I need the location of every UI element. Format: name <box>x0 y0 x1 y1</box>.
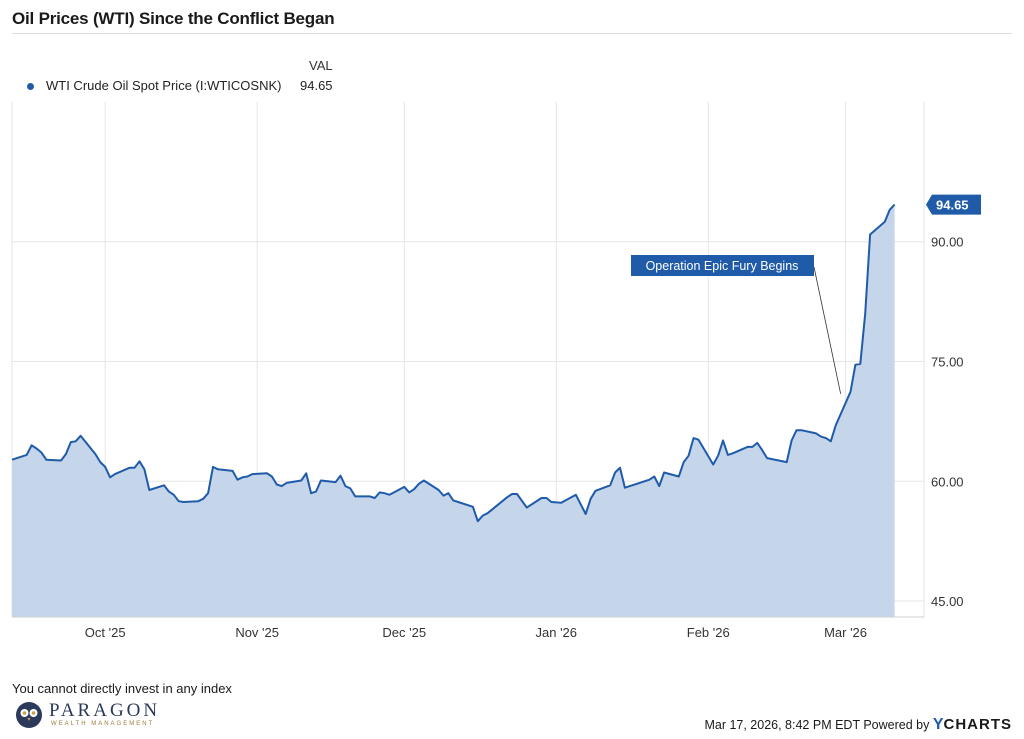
logo-wordmark: PARAGON <box>49 700 161 721</box>
y-tick-label: 75.00 <box>931 354 964 369</box>
x-tick-label: Oct '25 <box>85 625 126 640</box>
y-tick-label: 90.00 <box>931 235 964 250</box>
plot-area <box>11 203 896 617</box>
price-area-fill <box>12 204 895 617</box>
footer-credits: Mar 17, 2026, 8:42 PM EDT Powered by YCH… <box>704 716 1012 734</box>
annotation-leader-line <box>813 266 842 394</box>
paragon-logo: PARAGON WEALTH MANAGEMENT <box>14 700 174 732</box>
timestamp-text: Mar 17, 2026, 8:42 PM EDT Powered by <box>704 718 930 732</box>
legend-column-header: VAL <box>309 58 333 73</box>
legend-entry[interactable]: WTI Crude Oil Spot Price (I:WTICOSNK) 94… <box>27 78 337 94</box>
logo-subtitle: WEALTH MANAGEMENT <box>51 721 155 727</box>
y-tick-label: 45.00 <box>931 594 964 609</box>
last-value-flag <box>926 194 981 215</box>
ycharts-logo-mark[interactable]: Y <box>932 716 944 733</box>
legend-series-value: 94.65 <box>300 78 333 93</box>
annotations: 94.65 Operation Epic Fury Begins <box>631 194 981 394</box>
x-tick-label: Dec '25 <box>382 625 426 640</box>
y-tick-label: 60.00 <box>931 474 964 489</box>
annotation-box <box>631 255 814 276</box>
x-tick-label: Nov '25 <box>235 625 279 640</box>
title-divider <box>12 33 1012 34</box>
x-tick-label: Mar '26 <box>824 625 867 640</box>
owl-icon <box>16 702 42 728</box>
x-tick-label: Feb '26 <box>687 625 730 640</box>
chart-title: Oil Prices (WTI) Since the Conflict Bega… <box>12 9 335 28</box>
legend-series-name: WTI Crude Oil Spot Price (I:WTICOSNK) <box>46 78 282 93</box>
grid-lines <box>11 102 925 617</box>
axes: 45.00 60.00 75.00 90.00 Oct '25 Nov '25 Dec '2… <box>12 235 964 640</box>
index-disclaimer: You cannot directly invest in any index <box>12 681 232 696</box>
last-value-label: 94.65 <box>936 198 969 213</box>
annotation-label: Operation Epic Fury Begins <box>646 259 799 273</box>
legend-series-marker <box>27 83 34 90</box>
price-line <box>11 203 896 523</box>
x-tick-label: Jan '26 <box>536 625 578 640</box>
ycharts-wordmark[interactable]: CHARTS <box>943 716 1012 733</box>
